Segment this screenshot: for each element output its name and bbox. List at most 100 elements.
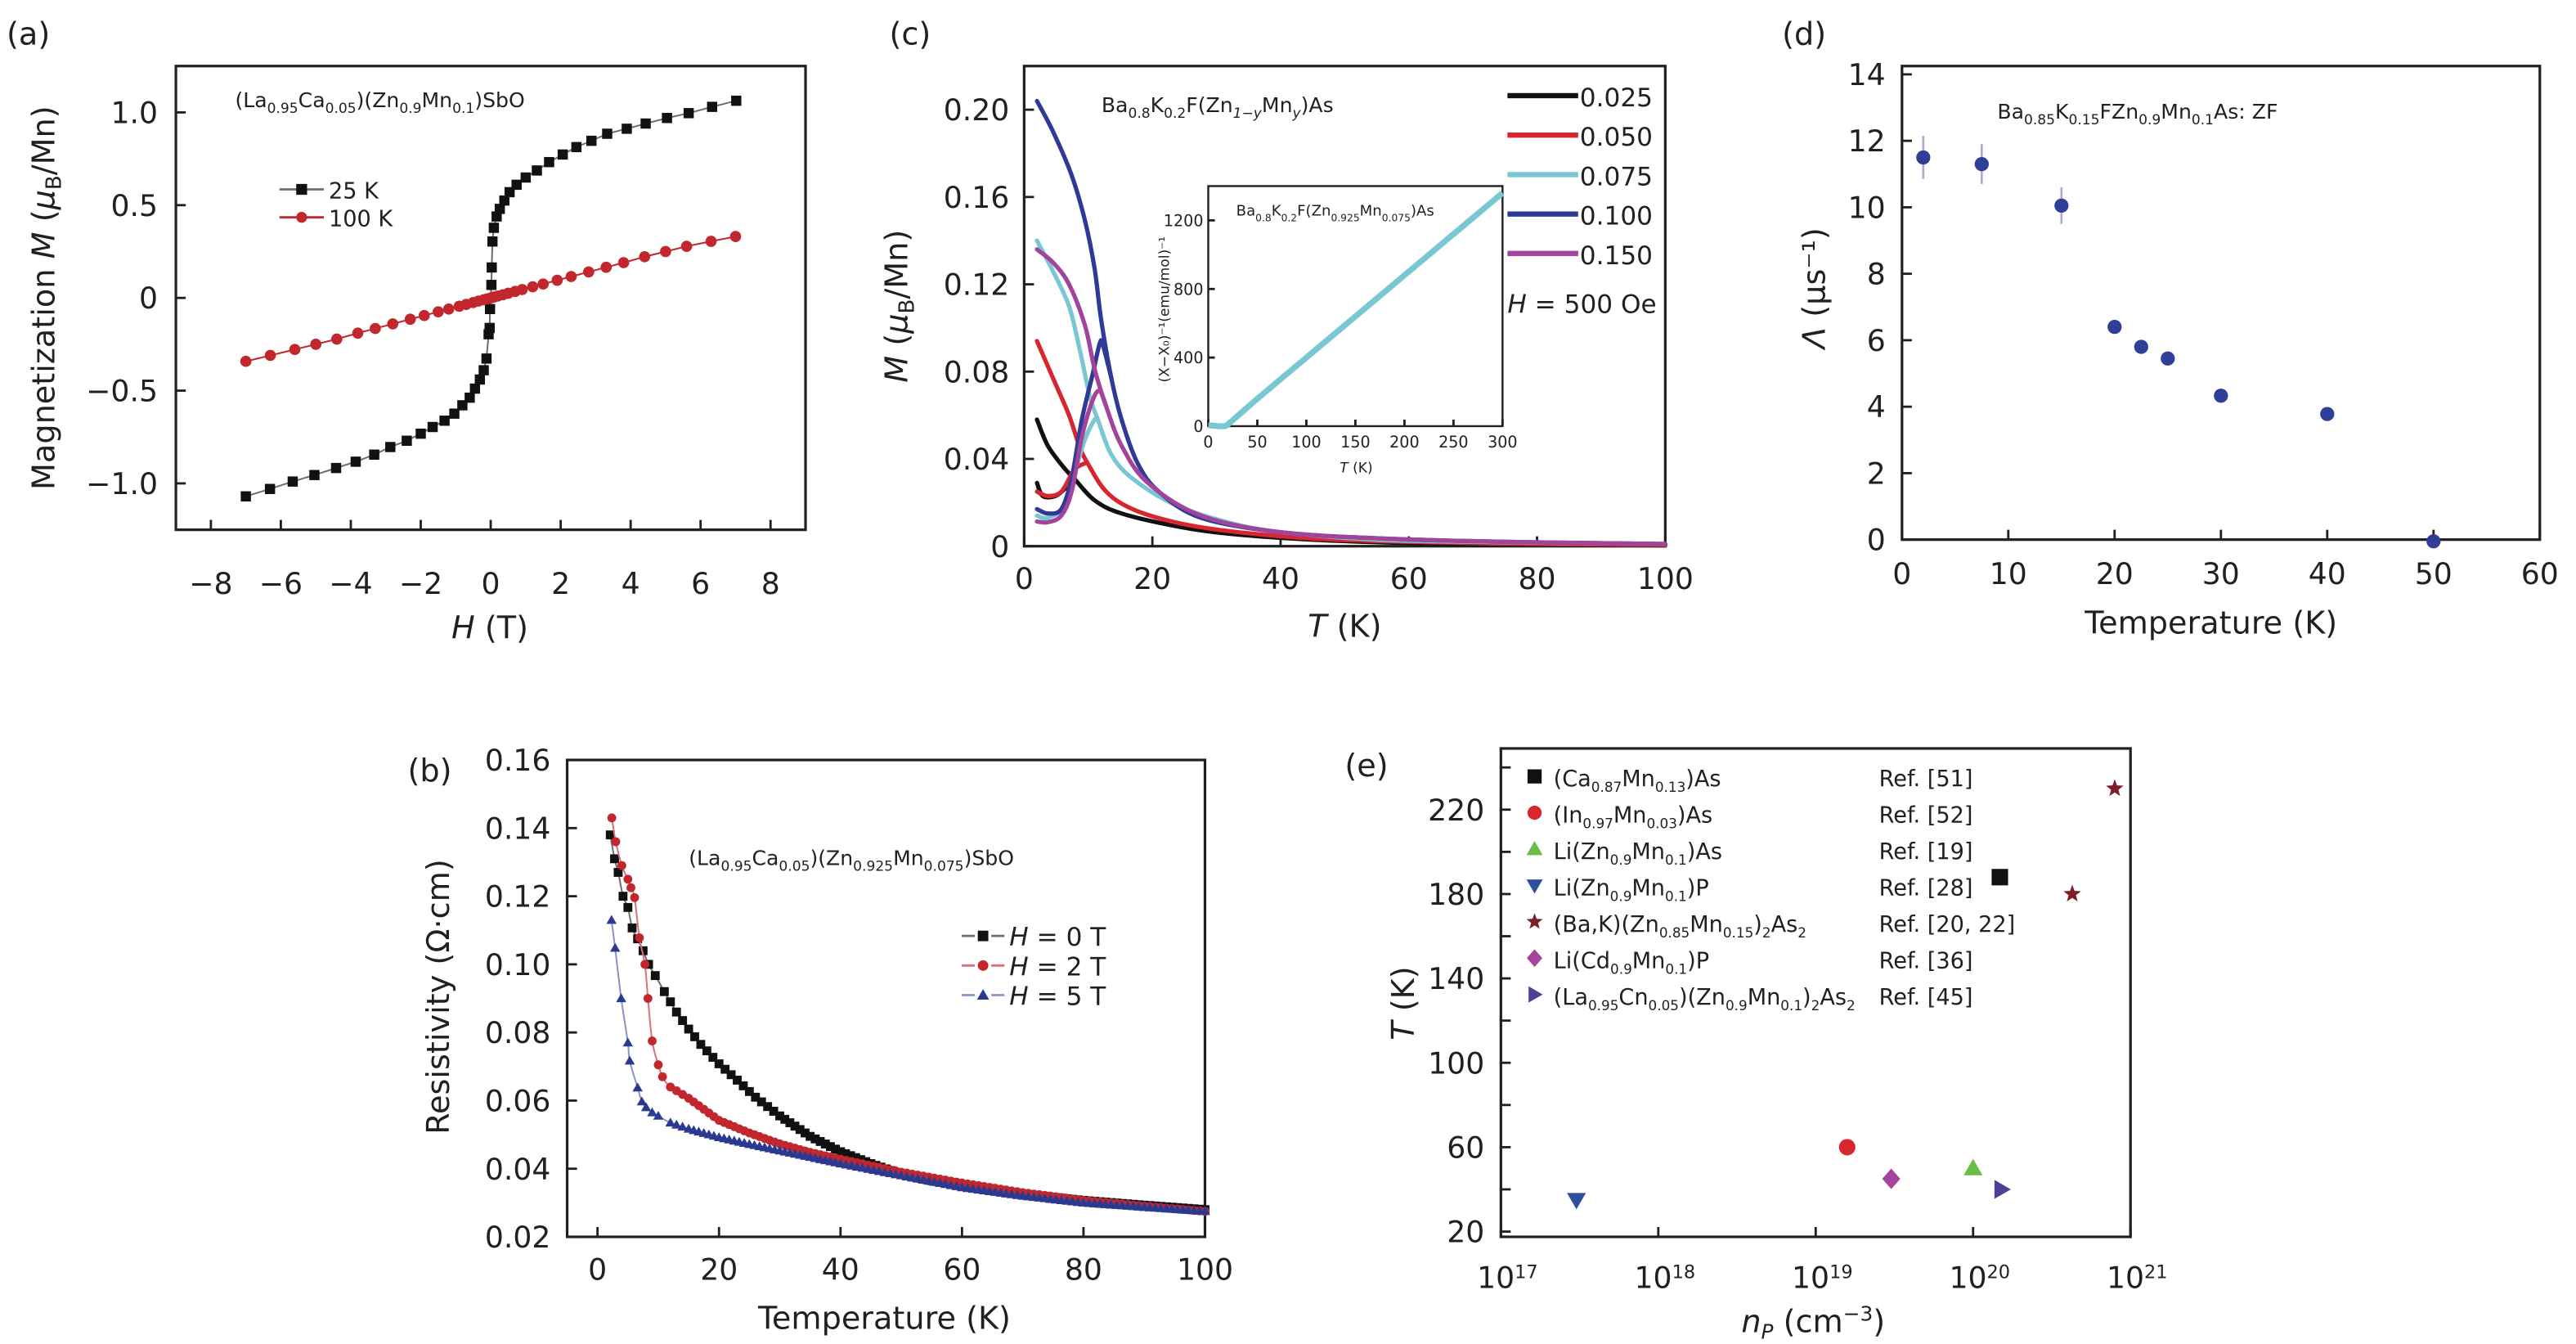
data-point [671, 1007, 681, 1017]
data-point [636, 1096, 648, 1106]
inset-y-tick-label: 400 [1174, 348, 1203, 367]
legend-label: Li(Zn0.9Mn0.1)P [1554, 875, 1709, 904]
data-point [484, 303, 496, 315]
series-star [2063, 779, 2124, 902]
data-point [769, 1107, 779, 1116]
x-tick-label: 2 [551, 566, 570, 601]
data-point [640, 1102, 652, 1112]
y-tick-label: 0.12 [944, 267, 1010, 303]
y-tick-label: 140 [1428, 961, 1484, 996]
legend-label: 0.050 [1580, 123, 1653, 152]
data-point [815, 1136, 825, 1146]
y-tick-label: 20 [1447, 1215, 1484, 1250]
legend-ref: Ref. [52] [1879, 803, 1973, 829]
series-H-2 [606, 915, 1210, 1216]
data-point [520, 172, 532, 183]
x-tick-label: 4 [622, 566, 640, 601]
data-point [785, 1118, 795, 1127]
series-diamond [1882, 1168, 1901, 1189]
x-tick-label: 0 [1015, 561, 1034, 596]
legend-label: 0.100 [1580, 202, 1653, 231]
data-point [532, 165, 542, 176]
legend: 0.025 0.050 0.075 0.100 0.150 H = 500 Oe [1507, 83, 1657, 319]
data-point [415, 428, 426, 439]
data-point [2054, 198, 2069, 214]
x-axis-label: T (K) [1308, 609, 1381, 645]
legend-label: 25 K [329, 179, 379, 205]
data-point [850, 1153, 860, 1162]
x-axis-label: H (T) [451, 610, 528, 646]
y-tick-label: 8 [1867, 257, 1886, 292]
data-point [449, 408, 460, 419]
x-tick-label: 40 [822, 1252, 859, 1287]
data-point [600, 261, 613, 273]
data-point [708, 1053, 718, 1062]
y-tick-label: 0 [139, 281, 158, 316]
data-point [2134, 339, 2148, 354]
data-point [474, 374, 486, 385]
panel-label: (e) [1344, 748, 1388, 784]
data-point [643, 994, 653, 1003]
y-tick-label: 12 [1848, 124, 1886, 159]
data-point [705, 236, 717, 247]
data-point [2161, 351, 2175, 366]
data-point [385, 442, 396, 452]
data-point [442, 303, 455, 315]
data-point [820, 1139, 830, 1148]
data-point [810, 1134, 820, 1144]
data-point [605, 830, 615, 840]
data-point [309, 470, 320, 480]
y-tick-label: 0.02 [485, 1220, 551, 1255]
y-tick-label: 14 [1848, 57, 1886, 92]
chart-title: (La0.95Ca0.05)(Zn0.9Mn0.1)SbO [235, 88, 524, 117]
data-point [665, 1117, 676, 1127]
legend-ref: Ref. [36] [1879, 948, 1973, 973]
data-point [264, 349, 276, 362]
zfc-curve [1034, 338, 1114, 516]
data-point [486, 280, 497, 290]
data-point [607, 813, 617, 823]
inset-y-tick-label: 800 [1174, 280, 1203, 299]
legend-label: 0.025 [1580, 83, 1653, 113]
x-tick-label: 80 [1065, 1252, 1102, 1287]
y-tick-label: 220 [1428, 793, 1484, 828]
legend-label: H = 2 T [1009, 952, 1106, 982]
legend-ref: Ref. [51] [1879, 766, 1973, 792]
inset-curve [1208, 191, 1505, 429]
data-point [775, 1111, 784, 1121]
data-point [630, 892, 640, 902]
data-point [404, 313, 416, 326]
data-point [602, 128, 613, 139]
data-point [806, 1131, 815, 1141]
inset-x-axis-label: T (K) [1340, 460, 1372, 476]
data-point [623, 902, 633, 912]
legend-label: (Ba,K)(Zn0.85Mn0.15)2As2 [1554, 912, 1806, 941]
legend-marker [1526, 841, 1543, 856]
data-point [714, 1059, 724, 1068]
legend-marker [1527, 949, 1543, 968]
y-tick-label: 1.0 [110, 95, 158, 130]
data-point [1991, 869, 2008, 886]
x-tick-label: 60 [1390, 561, 1428, 596]
data-point [640, 960, 650, 969]
y-tick-label: 0.12 [485, 879, 551, 915]
x-tick-label: 0 [588, 1252, 607, 1287]
x-tick-label: 30 [2202, 556, 2240, 591]
legend-label: (La0.95Cn0.05)(Zn0.9Mn0.1)2As2 [1554, 985, 1856, 1014]
data-point [310, 339, 322, 350]
y-tick-label: −1.0 [86, 466, 158, 501]
data-point [666, 997, 675, 1007]
data-point [653, 1110, 664, 1120]
inset-chart: 0 50 100 150 200 250 300 0 400 800 1200 T (K) (X−X₀)… [1156, 185, 1518, 476]
data-point [684, 1024, 693, 1034]
legend-marker [1527, 769, 1542, 784]
data-point [622, 124, 632, 134]
legend-ref: Ref. [19] [1879, 839, 1973, 865]
x-axis-label: Temperature (K) [757, 1301, 1011, 1337]
data-point [618, 892, 628, 901]
data-point [763, 1102, 773, 1112]
y-tick-label: 0.08 [944, 354, 1010, 389]
series-triangle-right [1994, 1180, 2011, 1199]
legend-marker [977, 930, 989, 942]
